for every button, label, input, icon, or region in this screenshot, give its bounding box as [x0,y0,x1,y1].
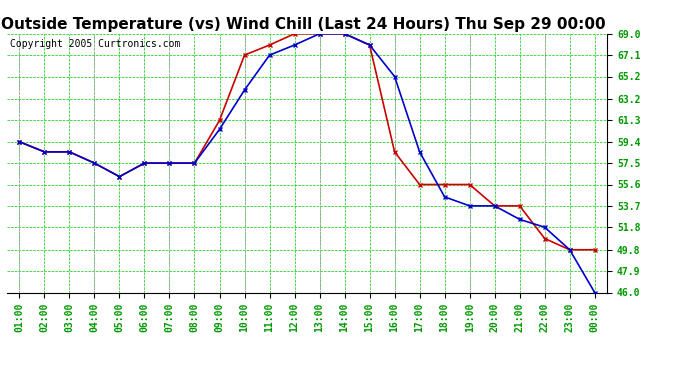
Text: Copyright 2005 Curtronics.com: Copyright 2005 Curtronics.com [10,39,180,49]
Text: Outside Temperature (vs) Wind Chill (Last 24 Hours) Thu Sep 29 00:00: Outside Temperature (vs) Wind Chill (Las… [1,17,606,32]
